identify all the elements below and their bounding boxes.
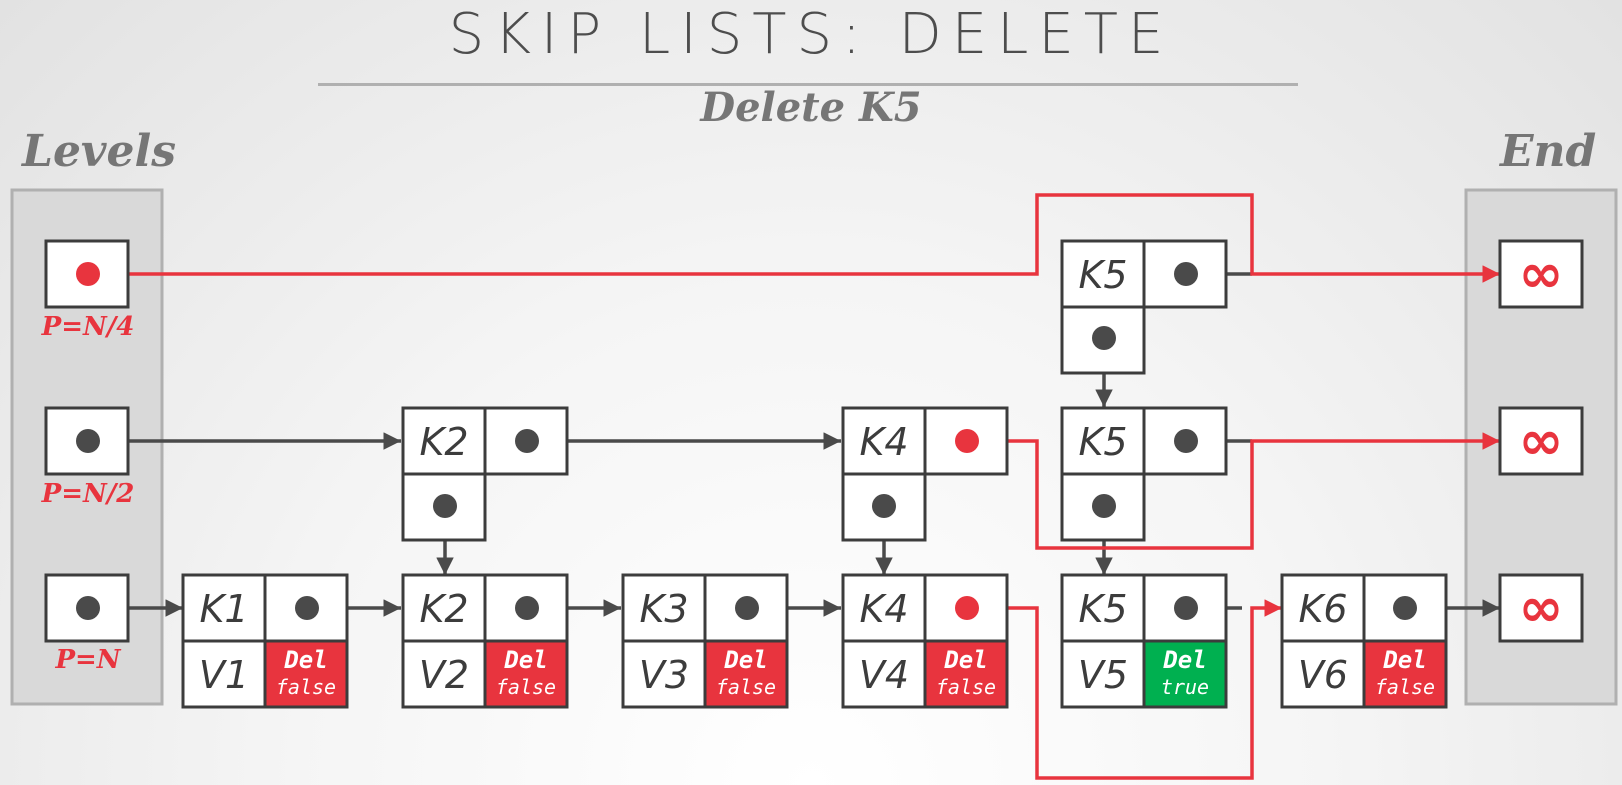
down-pointer-dot bbox=[433, 494, 457, 518]
del-flag-value: false bbox=[936, 675, 996, 699]
next-pointer-dot bbox=[955, 596, 979, 620]
delete-flag-false bbox=[263, 639, 349, 709]
del-flag-label: Del bbox=[723, 646, 767, 674]
level-1-p-label: P=N/2 bbox=[41, 479, 135, 509]
page-title: SKIP LISTS: DELETE bbox=[448, 2, 1174, 67]
end-box-0 bbox=[1498, 239, 1584, 309]
node-value: V5 bbox=[1078, 653, 1128, 697]
del-flag-value: false bbox=[1375, 675, 1435, 699]
down-pointer-dot bbox=[1092, 326, 1116, 350]
del-flag-value: false bbox=[496, 675, 556, 699]
end-label: End bbox=[1500, 126, 1597, 177]
upper-node: K5 bbox=[1060, 239, 1228, 375]
subtitle: Delete K5 bbox=[700, 84, 922, 131]
title-divider bbox=[318, 83, 1298, 86]
del-flag-label: Del bbox=[1162, 646, 1206, 674]
node-key: K4 bbox=[859, 420, 908, 464]
level-heads: P=N/4 P=N/2 P=N bbox=[41, 239, 135, 675]
infinity-symbol-2: ∞ bbox=[1519, 576, 1564, 639]
data-node: K2 V2 Del false bbox=[401, 573, 569, 709]
level-head-0-pointer bbox=[76, 262, 100, 286]
next-pointer-dot bbox=[1393, 596, 1417, 620]
next-pointer-dot bbox=[955, 429, 979, 453]
next-pointer-dot bbox=[1174, 262, 1198, 286]
del-flag-label: Del bbox=[283, 646, 327, 674]
delete-flag-false bbox=[703, 639, 789, 709]
level-0-p-label: P=N/4 bbox=[41, 312, 135, 342]
red-pointers bbox=[88, 193, 1500, 780]
data-node: K6 V6 Del false bbox=[1280, 573, 1448, 709]
end-box-1 bbox=[1498, 406, 1584, 476]
level-head-2-pointer bbox=[76, 596, 100, 620]
node-key: K4 bbox=[859, 587, 908, 631]
next-pointer-dot bbox=[515, 596, 539, 620]
end-sentinels: ∞ ∞ ∞ bbox=[1498, 239, 1584, 643]
next-pointer-dot bbox=[1174, 596, 1198, 620]
node-value: V2 bbox=[419, 653, 469, 697]
node-key: K5 bbox=[1078, 253, 1127, 297]
end-box-2 bbox=[1498, 573, 1584, 643]
del-flag-value: false bbox=[716, 675, 776, 699]
node-value: V1 bbox=[199, 653, 249, 697]
down-pointer-dot bbox=[872, 494, 896, 518]
node-key: K5 bbox=[1078, 420, 1127, 464]
node-key: K2 bbox=[419, 420, 468, 464]
next-pointer-dot bbox=[1174, 429, 1198, 453]
data-node: K3 V3 Del false bbox=[621, 573, 789, 709]
next-pointer-dot bbox=[515, 429, 539, 453]
delete-flag-false bbox=[1362, 639, 1448, 709]
del-flag-value: false bbox=[276, 675, 336, 699]
infinity-symbol-0: ∞ bbox=[1519, 242, 1564, 305]
data-node: K1 V1 Del false bbox=[181, 573, 349, 709]
next-pointer-dot bbox=[295, 596, 319, 620]
node-key: K6 bbox=[1298, 587, 1347, 631]
node-value: V4 bbox=[859, 653, 909, 697]
upper-node: K5 bbox=[1060, 406, 1228, 542]
del-flag-label: Del bbox=[1382, 646, 1426, 674]
node-value: V6 bbox=[1298, 653, 1348, 697]
delete-flag-false bbox=[483, 639, 569, 709]
data-node: K5 V5 Del true bbox=[1060, 573, 1228, 709]
node-key: K5 bbox=[1078, 587, 1127, 631]
del-flag-value: true bbox=[1161, 675, 1209, 699]
upper-node: K2 bbox=[401, 406, 569, 542]
node-value: V3 bbox=[639, 653, 689, 697]
node-key: K2 bbox=[419, 587, 468, 631]
infinity-symbol-1: ∞ bbox=[1519, 409, 1564, 472]
level-head-1-pointer bbox=[76, 429, 100, 453]
next-pointer-dot bbox=[735, 596, 759, 620]
delete-flag-false bbox=[923, 639, 1009, 709]
delete-flag-true bbox=[1142, 639, 1228, 709]
level-2-p-label: P=N bbox=[54, 645, 121, 675]
del-flag-label: Del bbox=[943, 646, 987, 674]
del-flag-label: Del bbox=[503, 646, 547, 674]
levels-label: Levels bbox=[22, 126, 176, 177]
upper-node: K4 bbox=[841, 406, 1009, 542]
node-key: K1 bbox=[199, 587, 248, 631]
data-node: K4 V4 Del false bbox=[841, 573, 1009, 709]
node-key: K3 bbox=[639, 587, 688, 631]
down-pointer-dot bbox=[1092, 494, 1116, 518]
